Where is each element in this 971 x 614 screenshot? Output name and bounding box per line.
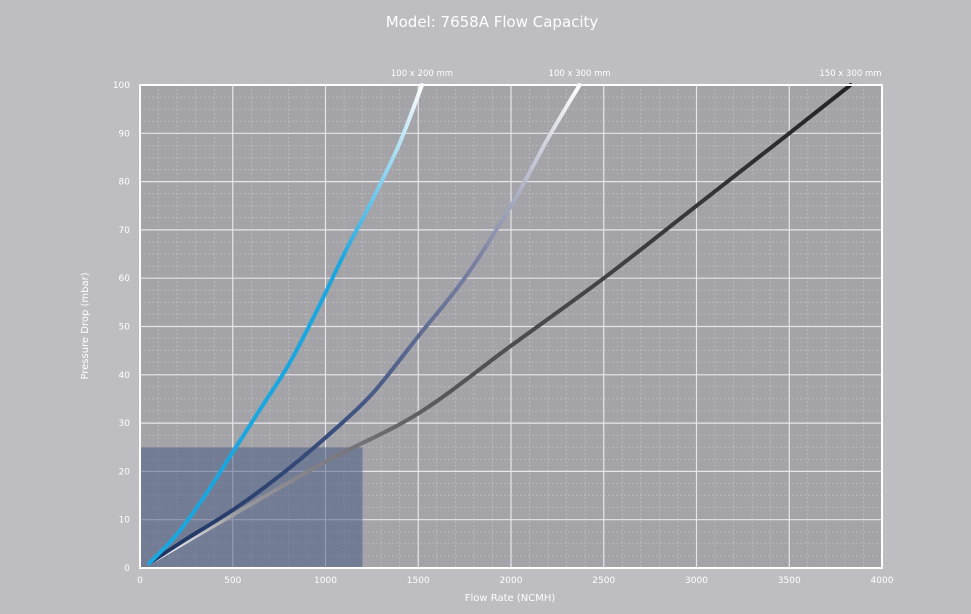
series-label-3: 150 x 300 mm — [819, 69, 881, 79]
y-tick-label: 50 — [119, 323, 131, 333]
y-tick-label: 90 — [119, 129, 131, 139]
plot-frame — [139, 84, 883, 569]
y-tick-label: 40 — [119, 371, 131, 381]
y-tick-label: 70 — [119, 226, 131, 236]
series-lines — [147, 83, 853, 566]
x-tick-label: 2000 — [500, 576, 523, 586]
x-tick-label: 4000 — [871, 576, 894, 586]
series-label-1: 100 x 200 mm — [391, 69, 453, 79]
y-tick-label: 60 — [119, 274, 131, 284]
series-line-1 — [147, 83, 424, 566]
x-axis-label: Flow Rate (NCMH) — [465, 593, 556, 604]
x-tick-label: 2500 — [592, 576, 615, 586]
x-tick-label: 3000 — [685, 576, 708, 586]
y-tick-label: 80 — [119, 178, 131, 188]
y-tick-label: 0 — [124, 564, 130, 574]
x-tick-label: 1500 — [407, 576, 430, 586]
x-tick-label: 500 — [224, 576, 241, 586]
y-tick-label: 100 — [113, 81, 130, 91]
chart-title: Model: 7658A Flow Capacity — [386, 13, 599, 31]
x-tick-label: 3500 — [778, 576, 801, 586]
y-axis-ticks: 0 10 20 30 40 50 60 70 80 90 100 — [113, 81, 130, 574]
y-axis-label: Pressure Drop (mbar) — [80, 272, 91, 379]
x-tick-label: 0 — [137, 576, 143, 586]
x-axis-ticks: 0 500 1000 1500 2000 2500 3000 3500 4000 — [137, 576, 894, 586]
series-label-2: 100 x 300 mm — [549, 69, 611, 79]
y-tick-label: 30 — [119, 419, 131, 429]
series-line-3 — [147, 83, 853, 566]
series-labels: 150 x 300 mm 100 x 300 mm 100 x 200 mm — [391, 69, 882, 79]
series-line-2 — [147, 83, 582, 566]
y-tick-label: 10 — [119, 516, 131, 526]
x-tick-label: 1000 — [314, 576, 337, 586]
y-tick-label: 20 — [119, 467, 131, 477]
